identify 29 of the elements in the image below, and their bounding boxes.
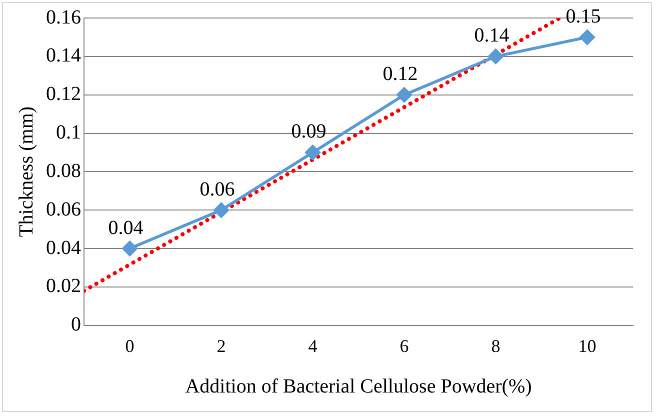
y-tick-label: 0.14 <box>46 44 81 67</box>
point <box>305 144 320 160</box>
x-tick-label: 8 <box>491 336 500 356</box>
y-axis-title: Thickness (mm) <box>15 106 38 237</box>
y-tick-label: 0.16 <box>46 6 81 28</box>
point <box>122 241 138 256</box>
data-label: 0.09 <box>291 120 326 143</box>
x-tick-label: 0 <box>125 336 134 356</box>
data-label: 0.15 <box>566 5 601 28</box>
y-tick-label: 0.06 <box>46 198 81 220</box>
point <box>396 87 412 102</box>
x-axis-title: Addition of Bacterial Cellulose Powder(%) <box>185 375 532 398</box>
x-tick-label: 6 <box>400 336 409 356</box>
data-label: 0.12 <box>382 63 418 86</box>
y-tick-label: 0.12 <box>46 83 81 106</box>
point <box>580 30 595 45</box>
x-tick-label: 2 <box>216 336 226 356</box>
x-tick-label: 4 <box>308 336 318 356</box>
y-tick-label: 0.02 <box>46 275 81 298</box>
data-label: 0.04 <box>108 216 144 239</box>
data-label: 0.06 <box>200 178 235 200</box>
point <box>214 202 229 218</box>
y-tick-label: 0.04 <box>46 236 81 259</box>
y-tick-label: 0.1 <box>56 122 81 144</box>
point <box>488 48 504 64</box>
data-label: 0.14 <box>474 24 510 47</box>
y-tick-label: 0 <box>71 314 81 336</box>
y-tick-label: 0.08 <box>46 160 81 182</box>
x-tick-label: 10 <box>578 336 596 356</box>
